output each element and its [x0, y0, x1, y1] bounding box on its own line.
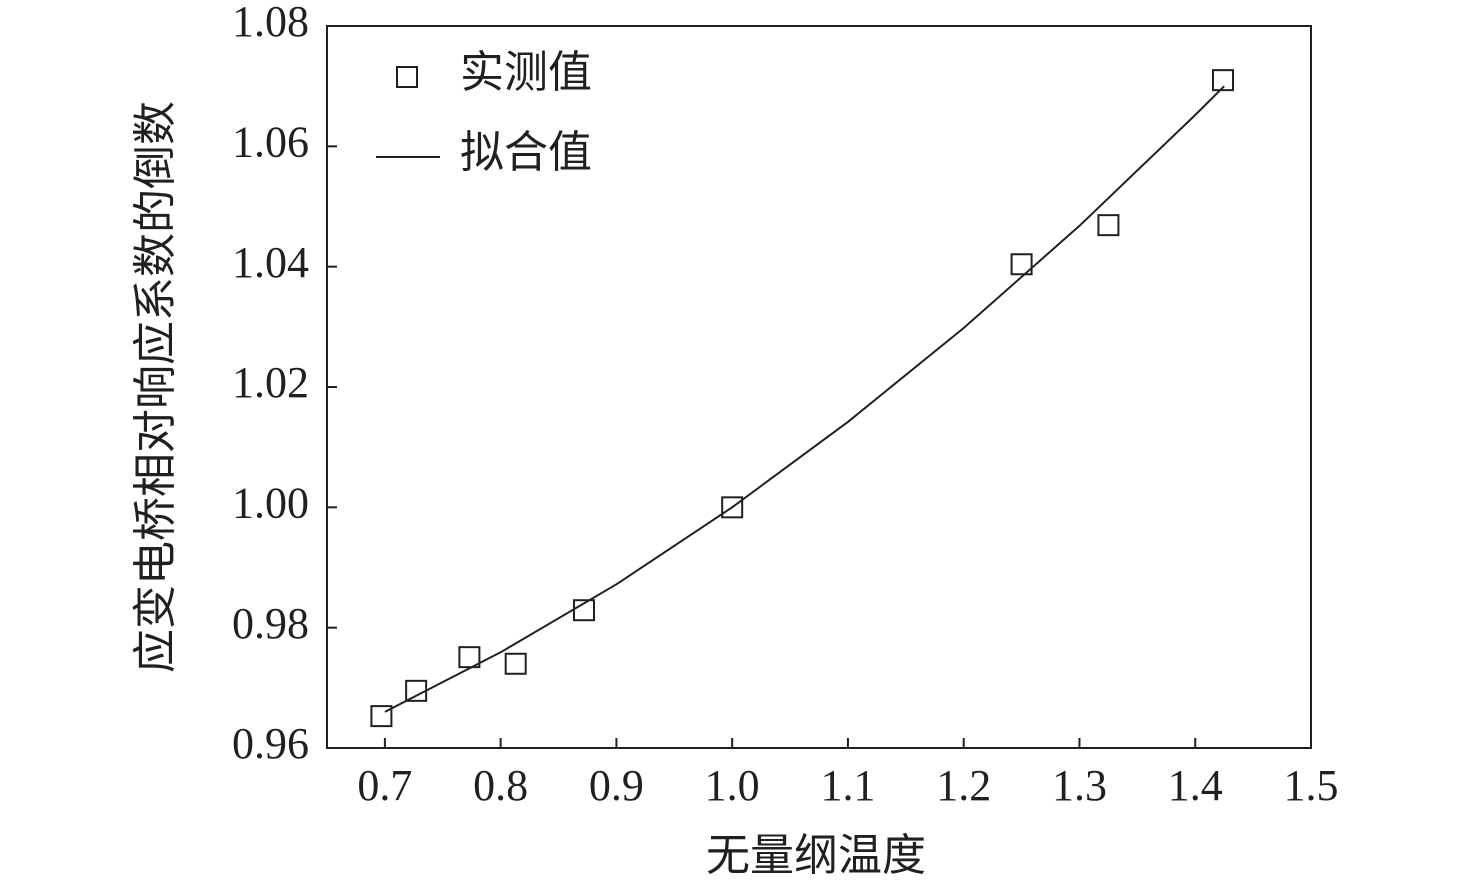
- x-tick-label: 1.0: [705, 761, 760, 810]
- fit-line: [384, 85, 1225, 713]
- marker: [458, 646, 481, 669]
- y-tick-label: 1.00: [232, 478, 309, 527]
- x-tick-label: 0.9: [589, 761, 644, 810]
- x-tick-label: 0.7: [357, 761, 412, 810]
- x-tick-label: 1.2: [936, 761, 991, 810]
- marker: [721, 496, 744, 519]
- legend-marker: [396, 66, 418, 88]
- marker: [1010, 253, 1033, 276]
- y-axis-label: 应变电桥相对响应系数的倒数: [131, 101, 180, 673]
- x-tick-label: 0.8: [473, 761, 528, 810]
- y-tick-label: 1.06: [232, 117, 309, 166]
- marker: [370, 705, 393, 728]
- legend-label: 拟合值: [460, 128, 592, 177]
- marker: [1212, 69, 1235, 92]
- x-tick-label: 1.5: [1284, 761, 1339, 810]
- y-tick-label: 0.98: [232, 599, 309, 648]
- y-tick-label: 1.02: [232, 358, 309, 407]
- marker: [1097, 214, 1120, 237]
- x-tick-label: 1.3: [1052, 761, 1107, 810]
- y-tick-label: 0.96: [232, 719, 309, 768]
- y-tick-label: 1.04: [232, 238, 309, 287]
- x-tick-label: 1.4: [1168, 761, 1223, 810]
- marker: [504, 652, 527, 675]
- marker: [405, 679, 428, 702]
- x-tick-label: 1.1: [820, 761, 875, 810]
- legend-label: 实测值: [460, 48, 592, 97]
- x-axis-label: 无量纲温度: [706, 831, 926, 880]
- y-tick-label: 1.08: [232, 0, 309, 46]
